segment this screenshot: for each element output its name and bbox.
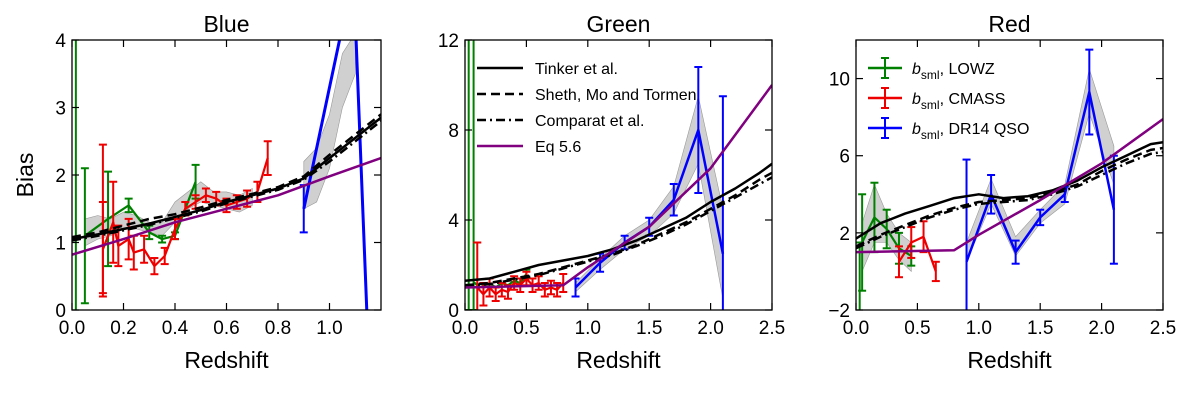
- x-tick-label: 1.5: [1027, 318, 1053, 339]
- series-polyline: [856, 118, 1163, 254]
- x-tick-label: 2.5: [759, 318, 785, 339]
- chart-title: Blue: [203, 11, 249, 37]
- x-tick-label: 0.0: [843, 318, 869, 339]
- series-polyline: [465, 171, 772, 287]
- y-tick-label: 2: [839, 224, 850, 245]
- legend-label: bsml, CMASS: [912, 91, 1005, 112]
- x-tick-label: 2.5: [1150, 318, 1176, 339]
- series-polyline: [72, 116, 381, 241]
- x-tick-label: 1.0: [575, 318, 601, 339]
- x-tick-label: 0.5: [513, 318, 539, 339]
- x-axis-label: Redshift: [184, 347, 269, 373]
- series-polyline: [72, 113, 381, 239]
- y-tick-label: 12: [438, 31, 459, 52]
- y-tick-label: 1: [55, 234, 66, 255]
- legend-label: Sheth, Mo and Tormen: [535, 87, 697, 104]
- legend-label: Eq 5.6: [535, 139, 581, 156]
- x-tick-label: 0.4: [162, 318, 189, 339]
- series-line: [299, 40, 369, 310]
- chart-title: Green: [587, 11, 651, 37]
- x-tick-label: 0.0: [59, 318, 85, 339]
- series-polyline: [465, 84, 772, 289]
- x-tick-label: 0.5: [904, 318, 930, 339]
- y-tick-label: 4: [55, 31, 66, 52]
- series-line: [465, 171, 772, 287]
- y-axis-label: Bias: [12, 153, 38, 198]
- series-line: [856, 118, 1163, 254]
- y-tick-label: 4: [448, 211, 459, 232]
- y-tick-label: 0: [448, 301, 459, 322]
- x-tick-label: 1.0: [966, 318, 992, 339]
- plot-area: [465, 40, 772, 310]
- legend-label: bsml, LOWZ: [912, 61, 995, 82]
- y-tick-label: 0: [55, 301, 66, 322]
- y-tick-label: 2: [55, 166, 66, 187]
- y-tick-label: 3: [55, 99, 66, 120]
- series-line: [856, 140, 1163, 240]
- series-polyline: [856, 146, 1163, 248]
- series-polyline: [72, 120, 381, 242]
- legend-label: Comparat et al.: [535, 113, 644, 130]
- legend-label: bsml, DR14 QSO: [912, 121, 1029, 142]
- plot-area: [72, 40, 381, 310]
- axes-frame: [464, 39, 773, 311]
- x-tick-label: 0.8: [265, 318, 291, 339]
- x-axis-label: Redshift: [576, 347, 661, 373]
- y-tick-label: 8: [448, 121, 459, 142]
- x-tick-label: 0.0: [452, 318, 478, 339]
- axes-frame: [855, 39, 1164, 311]
- series-line: [465, 162, 772, 283]
- y-tick-label: −2: [828, 301, 850, 322]
- series-polyline: [465, 162, 772, 283]
- series-line: [856, 146, 1163, 248]
- uncertainty-band: [84, 181, 253, 247]
- panel-red: 0.0 0.5 1.0 1.5 2.0 2.5 −2 2 6 10 Red Redshift bsml,…: [828, 11, 1176, 373]
- chart-title: Red: [988, 11, 1030, 37]
- series-line: [72, 113, 381, 239]
- x-axis-label: Redshift: [967, 347, 1052, 373]
- x-tick-label: 2.0: [697, 318, 723, 339]
- panel-blue: 0.0 0.2 0.4 0.6 0.8 1.0 0 1 2 3 4 Blue Redshift Bias: [12, 11, 382, 373]
- legend: Tinker et al. Sheth, Mo and Tormen Compara…: [477, 61, 697, 156]
- series-line: [72, 120, 381, 242]
- series-line: [72, 156, 381, 256]
- y-tick-label: 6: [839, 147, 850, 168]
- series-line: [465, 40, 531, 310]
- plot-area: [856, 48, 1163, 310]
- x-tick-label: 2.0: [1088, 318, 1114, 339]
- panel-green: 0.0 0.5 1.0 1.5 2.0 2.5 0 4 8 12 Green Redshift Tink…: [438, 11, 785, 373]
- legend: bsml, LOWZ bsml, CMASS bsml, DR14 QSO: [868, 57, 1029, 142]
- x-tick-label: 1.5: [636, 318, 662, 339]
- series-line: [465, 84, 772, 289]
- x-tick-label: 0.6: [213, 318, 239, 339]
- y-tick-label: 10: [829, 70, 850, 91]
- legend-label: Tinker et al.: [535, 61, 618, 78]
- series-polyline: [302, 40, 369, 310]
- series-polyline: [856, 150, 1163, 250]
- series-line: [856, 150, 1163, 250]
- series-line: [962, 48, 1118, 310]
- x-tick-label: 0.2: [110, 318, 136, 339]
- series-polyline: [72, 156, 381, 256]
- x-tick-label: 1.0: [316, 318, 342, 339]
- series-polyline: [856, 140, 1163, 240]
- series-line: [72, 116, 381, 241]
